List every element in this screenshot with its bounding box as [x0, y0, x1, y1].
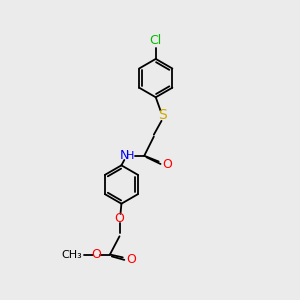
- Text: O: O: [92, 248, 101, 261]
- Text: S: S: [158, 109, 167, 122]
- Text: O: O: [115, 212, 124, 225]
- Text: N: N: [120, 149, 129, 162]
- Text: H: H: [126, 151, 135, 161]
- Text: Cl: Cl: [150, 34, 162, 47]
- Text: CH₃: CH₃: [61, 250, 82, 260]
- Text: O: O: [126, 253, 136, 266]
- Text: O: O: [162, 158, 172, 171]
